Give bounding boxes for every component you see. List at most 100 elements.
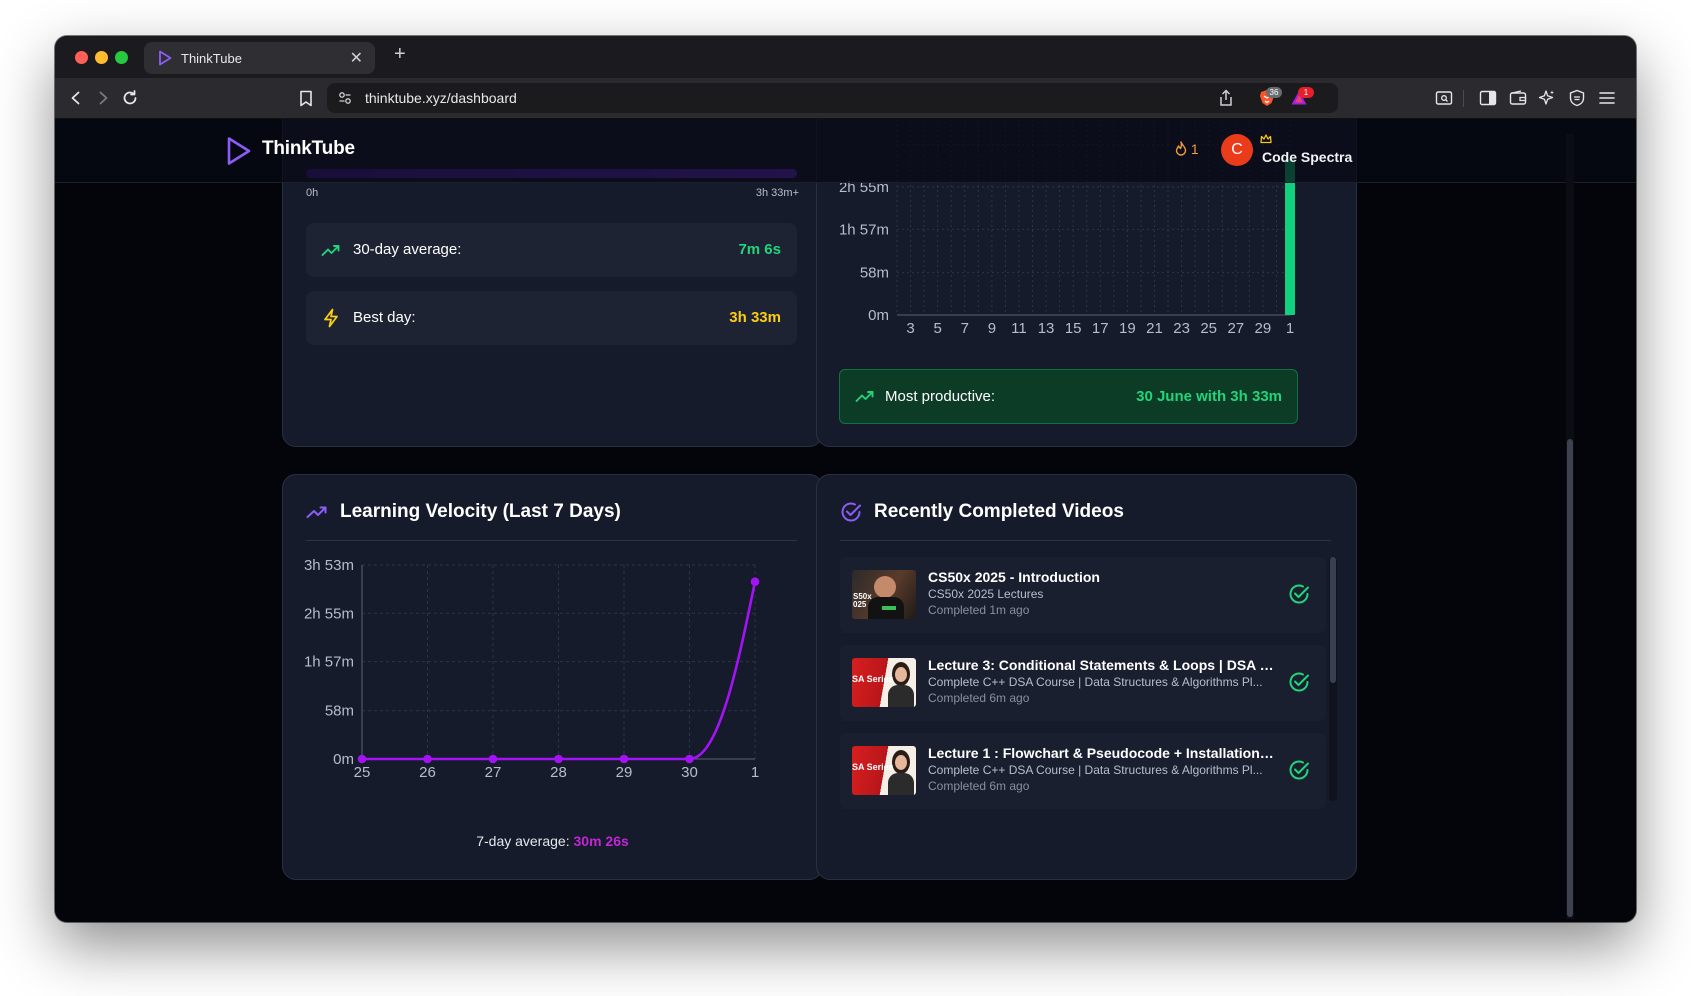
x-tick-label: 19 (1119, 320, 1136, 337)
y-tick-label: 0m (333, 751, 354, 768)
rewards-triangle-icon (1291, 91, 1307, 105)
streak-counter[interactable]: 1 (1175, 141, 1199, 157)
tab-thinktube[interactable]: ThinkTube ✕ (144, 42, 375, 74)
video-list-item[interactable]: SA Series Lecture 3: Conditional Stateme… (840, 645, 1326, 721)
x-tick-label: 7 (961, 320, 969, 337)
velocity-data-point (423, 754, 432, 764)
presenter-head (895, 755, 907, 770)
video-thumbnail: SA Series (852, 658, 916, 707)
thumbnail-text: SA Series (852, 674, 894, 684)
recently-completed-card: Recently Completed Videos S50x 025 CS50x… (816, 474, 1357, 880)
bookmark-icon (300, 90, 312, 106)
wallet-icon (1509, 90, 1527, 105)
dashboard-page: 0h 3h 33m+ 30-day average: 7m 6s Best da… (55, 119, 1636, 922)
x-tick-label: 5 (933, 320, 941, 337)
wallet-button[interactable] (1507, 87, 1529, 109)
reload-icon (123, 90, 137, 105)
reader-mode-button[interactable] (1433, 87, 1455, 109)
close-tab-icon[interactable]: ✕ (349, 50, 363, 67)
x-tick-label: 27 (1227, 320, 1244, 337)
x-tick-label: 26 (419, 764, 436, 781)
x-tick-label: 1 (1286, 320, 1294, 337)
progress-max-label: 3h 33m+ (755, 187, 799, 199)
username[interactable]: Code Spectra (1262, 149, 1353, 165)
close-window-button[interactable] (75, 51, 88, 64)
thirty-day-average-row: 30-day average: 7m 6s (306, 223, 797, 277)
address-bar[interactable]: thinktube.xyz/dashboard 36 1 (327, 83, 1338, 113)
x-tick-label: 25 (354, 764, 371, 781)
presenter-body (888, 773, 914, 795)
forward-button[interactable] (92, 87, 114, 109)
video-completed-time: Completed 6m ago (928, 691, 1030, 705)
velocity-series-line (362, 581, 757, 761)
x-tick-label: 29 (616, 764, 633, 781)
brave-rewards-button[interactable]: 1 (1290, 87, 1314, 107)
brave-shields-button[interactable]: 36 (1258, 87, 1282, 107)
minimize-window-button[interactable] (95, 51, 108, 64)
bookmark-button[interactable] (295, 87, 317, 109)
maximize-window-button[interactable] (115, 51, 128, 64)
share-icon[interactable] (1218, 89, 1234, 107)
thinktube-favicon-icon (158, 50, 172, 69)
trending-up-icon (306, 506, 327, 518)
tab-strip: ThinkTube ✕ + (55, 36, 1636, 78)
chart-bar (1285, 159, 1295, 315)
thumbnail-text: S50x 025 (853, 592, 872, 609)
menu-button[interactable] (1596, 87, 1618, 109)
sidebar-button[interactable] (1477, 87, 1499, 109)
completed-check-icon (1289, 760, 1309, 780)
y-tick-label: 2h 55m (839, 179, 889, 196)
page-scrollbar-thumb[interactable] (1567, 439, 1573, 917)
recent-divider (840, 540, 1331, 541)
velocity-data-point (357, 754, 367, 764)
video-list-item[interactable]: SA Series Lecture 1 : Flowchart & Pseudo… (840, 733, 1326, 809)
vpn-button[interactable] (1566, 87, 1588, 109)
y-tick-label: 0m (868, 307, 889, 324)
completed-check-icon (1289, 584, 1309, 604)
new-tab-button[interactable]: + (394, 43, 406, 65)
reader-icon (1435, 91, 1453, 105)
reload-button[interactable] (119, 87, 141, 109)
video-title: Lecture 3: Conditional Statements & Loop… (928, 657, 1276, 673)
x-tick-label: 3 (906, 320, 914, 337)
leo-ai-button[interactable] (1536, 87, 1558, 109)
velocity-card-title: Learning Velocity (Last 7 Days) (340, 501, 621, 522)
video-title: CS50x 2025 - Introduction (928, 569, 1100, 585)
presenter-head (895, 667, 907, 682)
thirty-day-average-value: 7m 6s (738, 241, 781, 258)
avatar-initial: C (1231, 141, 1243, 158)
x-tick-label: 17 (1092, 320, 1109, 337)
presenter-head (874, 576, 896, 598)
avatar[interactable]: C (1221, 134, 1253, 166)
rewards-count-badge: 1 (1298, 87, 1314, 98)
shields-count-badge: 36 (1266, 87, 1282, 98)
best-day-value: 3h 33m (729, 309, 781, 326)
thumbnail-accent (882, 606, 896, 610)
learning-velocity-card: Learning Velocity (Last 7 Days) 0m 58m 1h … (282, 474, 823, 880)
y-tick-label: 3h 53m (304, 557, 354, 574)
flame-icon (1175, 141, 1187, 156)
video-list-scrollbar-thumb[interactable] (1330, 557, 1336, 683)
seven-day-average: 7-day average: 30m 26s (283, 833, 822, 849)
completed-check-icon (1289, 672, 1309, 692)
x-tick-label: 21 (1146, 320, 1163, 337)
velocity-data-point (685, 754, 694, 764)
y-tick-label: 1h 57m (304, 654, 354, 671)
video-list-scrollbar[interactable] (1329, 557, 1337, 801)
y-tick-label: 58m (325, 703, 354, 720)
video-completed-time: Completed 1m ago (928, 603, 1030, 617)
trending-up-icon (855, 391, 874, 402)
y-tick-label: 2h 55m (304, 605, 354, 622)
video-list-item[interactable]: S50x 025 CS50x 2025 - Introduction CS50x… (840, 557, 1326, 633)
url-text: thinktube.xyz/dashboard (365, 90, 517, 106)
velocity-data-point (554, 754, 563, 764)
thinktube-logo-icon[interactable] (226, 136, 252, 166)
x-tick-label: 27 (485, 764, 502, 781)
video-playlist: Complete C++ DSA Course | Data Structure… (928, 675, 1263, 689)
video-thumbnail: S50x 025 (852, 570, 916, 619)
logo-text[interactable]: ThinkTube (262, 138, 355, 159)
x-tick-label: 9 (988, 320, 996, 337)
sidebar-icon (1479, 90, 1497, 106)
site-settings-icon[interactable] (338, 91, 352, 105)
back-button[interactable] (65, 87, 87, 109)
